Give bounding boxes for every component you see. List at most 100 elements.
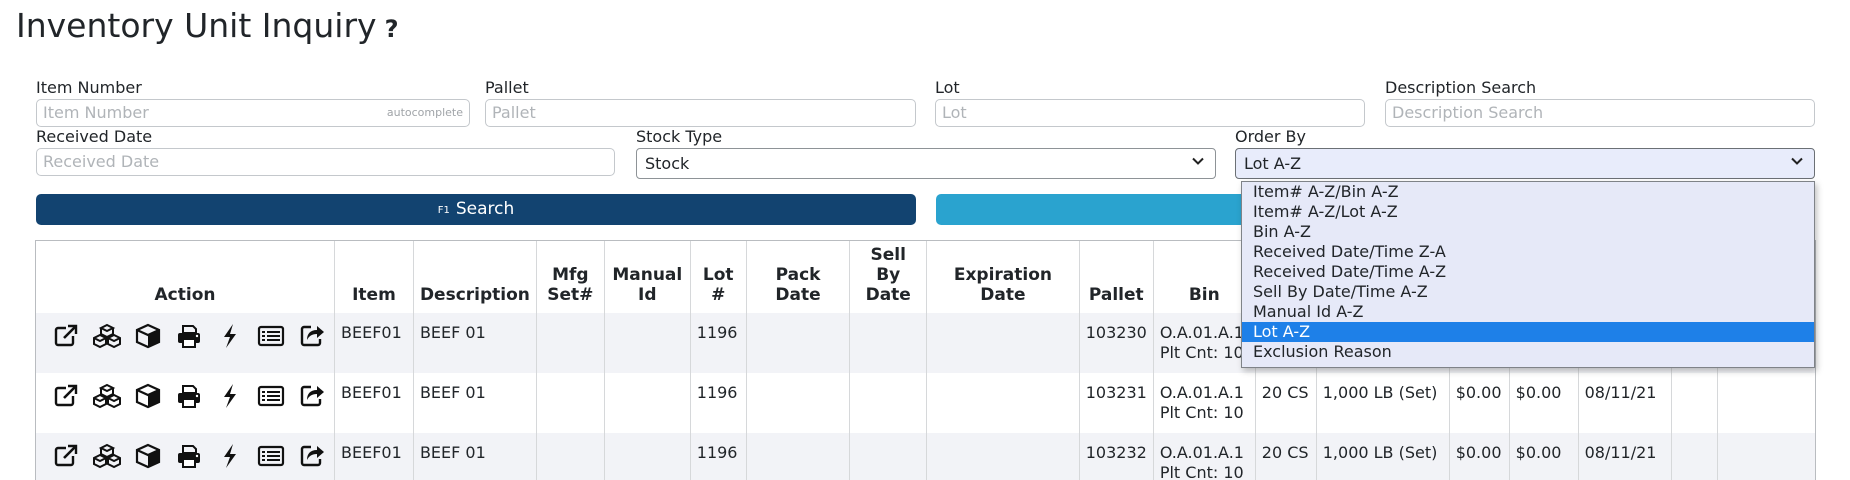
description-search-group: Description Search Description Search xyxy=(1385,78,1815,127)
order-by-option[interactable]: Bin A-Z xyxy=(1253,222,1311,241)
cell-sell-by xyxy=(849,313,927,373)
col-description[interactable]: Description xyxy=(412,241,537,313)
cell-mfg-set xyxy=(535,433,605,480)
share-icon[interactable] xyxy=(296,323,328,349)
lot-input[interactable]: Lot xyxy=(935,99,1365,127)
cell-pallet: 103231 xyxy=(1078,373,1154,433)
order-by-select[interactable]: Lot A-Z xyxy=(1235,148,1815,179)
cell-date: 08/11/21 xyxy=(1577,433,1671,480)
order-by-option[interactable]: Manual Id A-Z xyxy=(1253,302,1364,321)
col-expiration[interactable]: Expiration Date xyxy=(926,241,1080,313)
list-icon[interactable] xyxy=(255,383,287,409)
order-by-dropdown-list: Item# A-Z/Bin A-Z Item# A-Z/Lot A-Z Bin A-… xyxy=(1241,181,1815,368)
cell-expiration xyxy=(926,373,1080,433)
chevron-down-icon xyxy=(1192,157,1204,165)
results-table: Action Item Description Mfg Set# Manual … xyxy=(36,241,1815,480)
list-icon[interactable] xyxy=(255,323,287,349)
col-sell-by[interactable]: Sell By Date xyxy=(849,241,927,313)
chevron-down-icon xyxy=(1791,157,1803,165)
pallet-input[interactable]: Pallet xyxy=(485,99,916,127)
col-item[interactable]: Item xyxy=(334,241,414,313)
cell-expiration xyxy=(926,433,1080,480)
order-by-option[interactable]: Exclusion Reason xyxy=(1253,342,1392,361)
received-date-input[interactable]: Received Date xyxy=(36,148,615,176)
cell-mfg-set xyxy=(535,373,605,433)
order-by-value: Lot A-Z xyxy=(1244,154,1302,173)
pallet-label: Pallet xyxy=(485,78,529,97)
cubes-icon[interactable] xyxy=(91,383,123,409)
cell-bin: O.A.01.A.1 Plt Cnt: 10 xyxy=(1152,313,1256,373)
order-by-option[interactable]: Sell By Date/Time A-Z xyxy=(1253,282,1428,301)
order-by-option[interactable]: Received Date/Time A-Z xyxy=(1253,262,1447,281)
bolt-icon[interactable] xyxy=(214,323,246,349)
order-by-option[interactable]: Received Date/Time Z-A xyxy=(1253,242,1446,261)
cell-expiration xyxy=(926,313,1080,373)
cube-icon[interactable] xyxy=(132,323,164,349)
col-action: Action xyxy=(154,285,216,305)
cubes-icon[interactable] xyxy=(91,443,123,469)
cell-mfg-set xyxy=(535,313,605,373)
description-search-input[interactable]: Description Search xyxy=(1385,99,1815,127)
share-icon[interactable] xyxy=(296,383,328,409)
lot-group: Lot Lot xyxy=(935,78,1365,127)
cube-icon[interactable] xyxy=(132,383,164,409)
cell-description: BEEF 01 xyxy=(412,433,537,480)
description-search-label: Description Search xyxy=(1385,78,1537,97)
cell-extra-1 xyxy=(1670,433,1718,480)
share-icon[interactable] xyxy=(296,443,328,469)
col-lot[interactable]: Lot # xyxy=(689,241,747,313)
item-number-input[interactable]: Item Number autocomplete xyxy=(36,99,470,127)
cell-extra-1 xyxy=(1670,373,1718,433)
print-icon[interactable] xyxy=(173,323,205,349)
cell-description: BEEF 01 xyxy=(412,313,537,373)
help-icon[interactable]: ? xyxy=(384,15,399,43)
pallet-count: Plt Cnt: 10 xyxy=(1159,343,1244,362)
cell-extra-2 xyxy=(1717,433,1815,480)
order-by-option[interactable]: Item# A-Z/Lot A-Z xyxy=(1253,202,1398,221)
external-link-icon[interactable] xyxy=(50,383,82,409)
cell-weight: 1,000 LB (Set) xyxy=(1315,433,1450,480)
cell-price-2: $0.00 xyxy=(1508,373,1579,433)
bin-location: O.A.01.A.1 xyxy=(1159,323,1244,342)
cubes-icon[interactable] xyxy=(91,323,123,349)
order-by-option[interactable]: Item# A-Z/Bin A-Z xyxy=(1253,182,1399,201)
cube-icon[interactable] xyxy=(132,443,164,469)
print-icon[interactable] xyxy=(173,443,205,469)
cell-weight: 1,000 LB (Set) xyxy=(1315,373,1450,433)
cell-description: BEEF 01 xyxy=(412,373,537,433)
pallet-count: Plt Cnt: 10 xyxy=(1159,403,1244,422)
external-link-icon[interactable] xyxy=(50,323,82,349)
cell-sell-by xyxy=(849,433,927,480)
table-row[interactable]: BEEF01 BEEF 01 1196 103231 O.A.01.A.1 Plt Cnt… xyxy=(36,373,1815,433)
results-grid: Action Item Description Mfg Set# Manual … xyxy=(35,240,1816,480)
search-button[interactable]: F1 Search xyxy=(36,194,916,225)
cell-price-1: $0.00 xyxy=(1448,373,1510,433)
col-manual-id[interactable]: Manual Id xyxy=(603,241,691,313)
cell-bin: O.A.01.A.1 Plt Cnt: 10 xyxy=(1152,373,1256,433)
bolt-icon[interactable] xyxy=(214,383,246,409)
col-bin[interactable]: Bin xyxy=(1152,241,1256,313)
item-number-placeholder: Item Number xyxy=(43,103,149,122)
external-link-icon[interactable] xyxy=(50,443,82,469)
list-icon[interactable] xyxy=(255,443,287,469)
stock-type-select[interactable]: Stock xyxy=(636,148,1216,179)
print-icon[interactable] xyxy=(173,383,205,409)
order-by-option[interactable]: Lot A-Z xyxy=(1242,322,1814,342)
cell-actions xyxy=(36,313,335,373)
cell-pack-date xyxy=(745,433,850,480)
cell-sell-by xyxy=(849,373,927,433)
col-mfg-set[interactable]: Mfg Set# xyxy=(535,241,605,313)
stock-type-label: Stock Type xyxy=(636,127,723,146)
table-row[interactable]: BEEF01 BEEF 01 1196 103232 O.A.01.A.1 Plt Cnt… xyxy=(36,433,1815,480)
cell-pack-date xyxy=(745,373,850,433)
received-date-placeholder: Received Date xyxy=(43,152,160,171)
bin-location: O.A.01.A.1 xyxy=(1159,383,1244,402)
cell-bin: O.A.01.A.1 Plt Cnt: 10 xyxy=(1152,433,1256,480)
col-pallet[interactable]: Pallet xyxy=(1078,241,1154,313)
cell-manual-id xyxy=(603,313,691,373)
cell-manual-id xyxy=(603,433,691,480)
col-pack-date[interactable]: Pack Date xyxy=(745,241,850,313)
search-button-label: Search xyxy=(455,199,515,219)
bolt-icon[interactable] xyxy=(214,443,246,469)
cell-actions xyxy=(36,433,335,480)
